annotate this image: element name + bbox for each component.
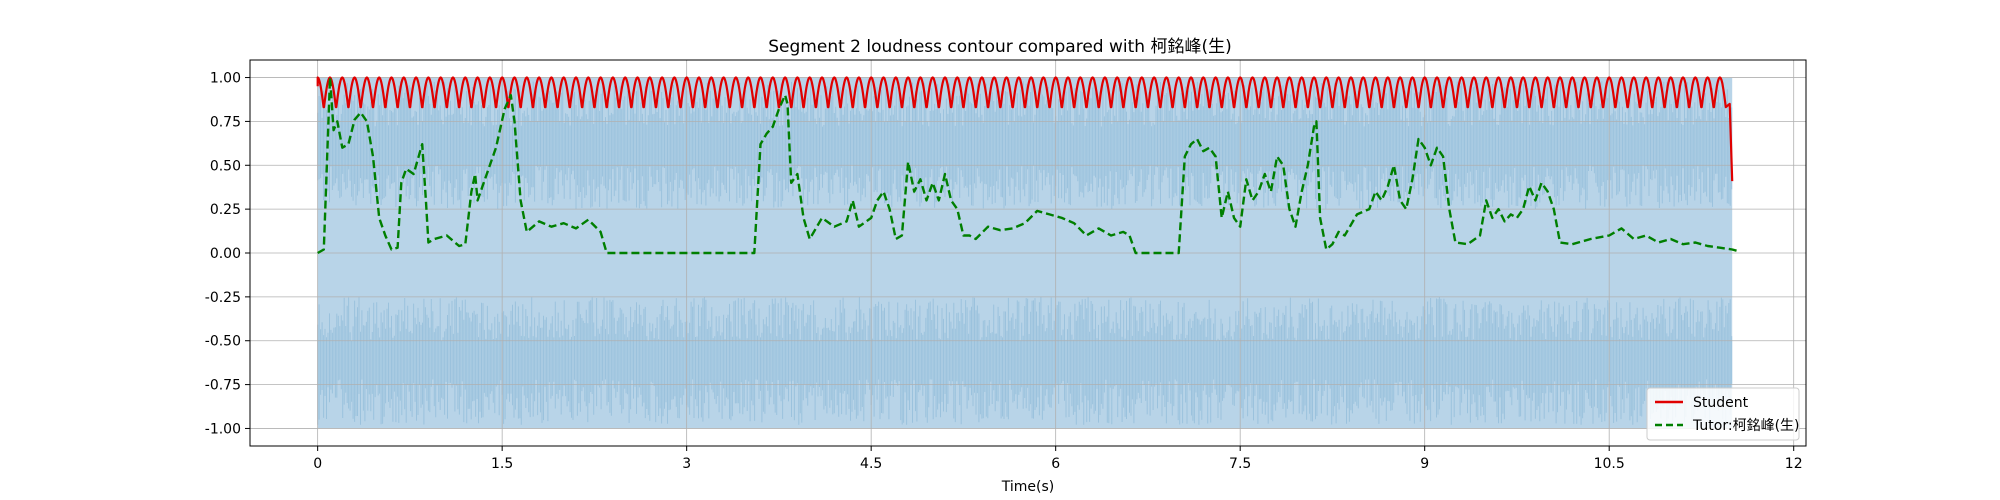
x-axis-label: Time(s) — [1001, 479, 1054, 495]
x-tick-label: 3 — [682, 456, 691, 472]
x-axis: 0 1.5 3 4.5 6 7.5 9 10.5 12 — [313, 446, 1803, 472]
series-tutor-line — [317, 76, 1739, 255]
legend-label-student: Student — [1693, 395, 1749, 411]
x-tick-label: 10.5 — [1594, 456, 1625, 472]
y-tick-label: -1.00 — [205, 421, 241, 437]
x-tick-label: 0 — [313, 456, 322, 472]
legend: Student Tutor:柯銘峰(生) — [1646, 387, 1800, 441]
x-tick-label: 9 — [1420, 456, 1429, 472]
y-tick-label: -0.50 — [205, 334, 241, 350]
x-tick-label: 4.5 — [860, 456, 882, 472]
y-tick-label: 0.25 — [210, 202, 241, 218]
x-tick-label: 12 — [1785, 456, 1803, 472]
y-tick-label: -0.25 — [205, 290, 241, 306]
x-tick-label: 7.5 — [1229, 456, 1251, 472]
series-layer — [316, 76, 1739, 255]
chart-title: Segment 2 loudness contour compared with… — [768, 37, 1231, 57]
y-axis: 1.00 0.75 0.50 0.25 0.00 -0.25 -0.50 -0.75 -1.00 — [205, 71, 250, 437]
y-tick-label: 1.00 — [210, 71, 241, 87]
plot-area — [249, 59, 1807, 447]
legend-box — [1646, 387, 1800, 441]
y-tick-label: -0.75 — [205, 378, 241, 394]
series-student-line — [316, 76, 1734, 182]
x-tick-label: 6 — [1051, 456, 1060, 472]
y-tick-label: 0.75 — [210, 114, 241, 130]
x-tick-label: 1.5 — [491, 456, 513, 472]
legend-label-tutor: Tutor:柯銘峰(生) — [1692, 418, 1800, 434]
y-tick-label: 0.00 — [210, 246, 241, 262]
y-tick-label: 0.50 — [210, 158, 241, 174]
